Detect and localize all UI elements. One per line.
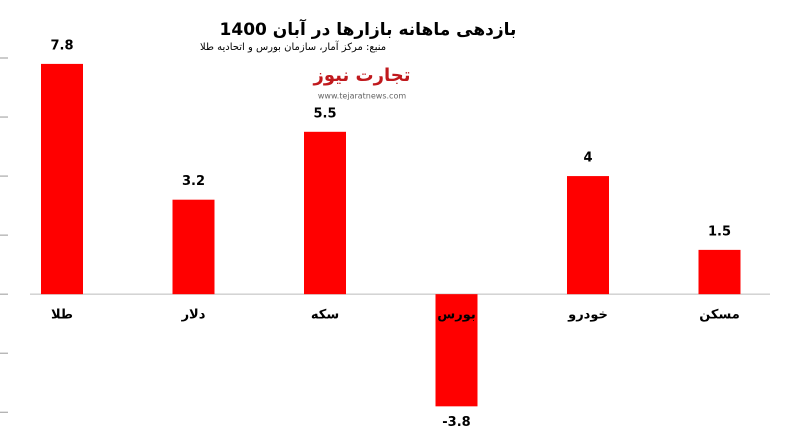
bar <box>304 131 346 295</box>
x-tick-label: طلا <box>51 308 73 323</box>
value-label: -3.8 <box>442 415 470 430</box>
bar <box>567 176 609 295</box>
x-tick-label: سکه <box>311 308 339 323</box>
x-tick-label: خودرو <box>567 308 608 323</box>
value-label: 1.5 <box>708 224 731 239</box>
logo: تجارت نیوز <box>313 65 411 86</box>
bar <box>435 294 478 407</box>
bar <box>41 63 83 295</box>
source-note: منبع: مرکز آمار، سازمان بورس و اتحادیه ط… <box>200 40 386 53</box>
x-tick-label: بورس <box>437 308 475 323</box>
chart-title: بازدهی ماهانه بازارها در آبان 1400 <box>220 18 517 40</box>
value-label: 7.8 <box>50 38 73 53</box>
value-label: 4 <box>583 151 592 166</box>
website: www.tejaratnews.com <box>318 92 406 101</box>
x-tick-label: مسکن <box>699 308 740 323</box>
bar <box>698 249 741 295</box>
x-tick-label: دلار <box>181 308 206 323</box>
value-label: 3.2 <box>182 174 205 189</box>
value-label: 5.5 <box>313 106 336 121</box>
bar <box>172 199 215 295</box>
